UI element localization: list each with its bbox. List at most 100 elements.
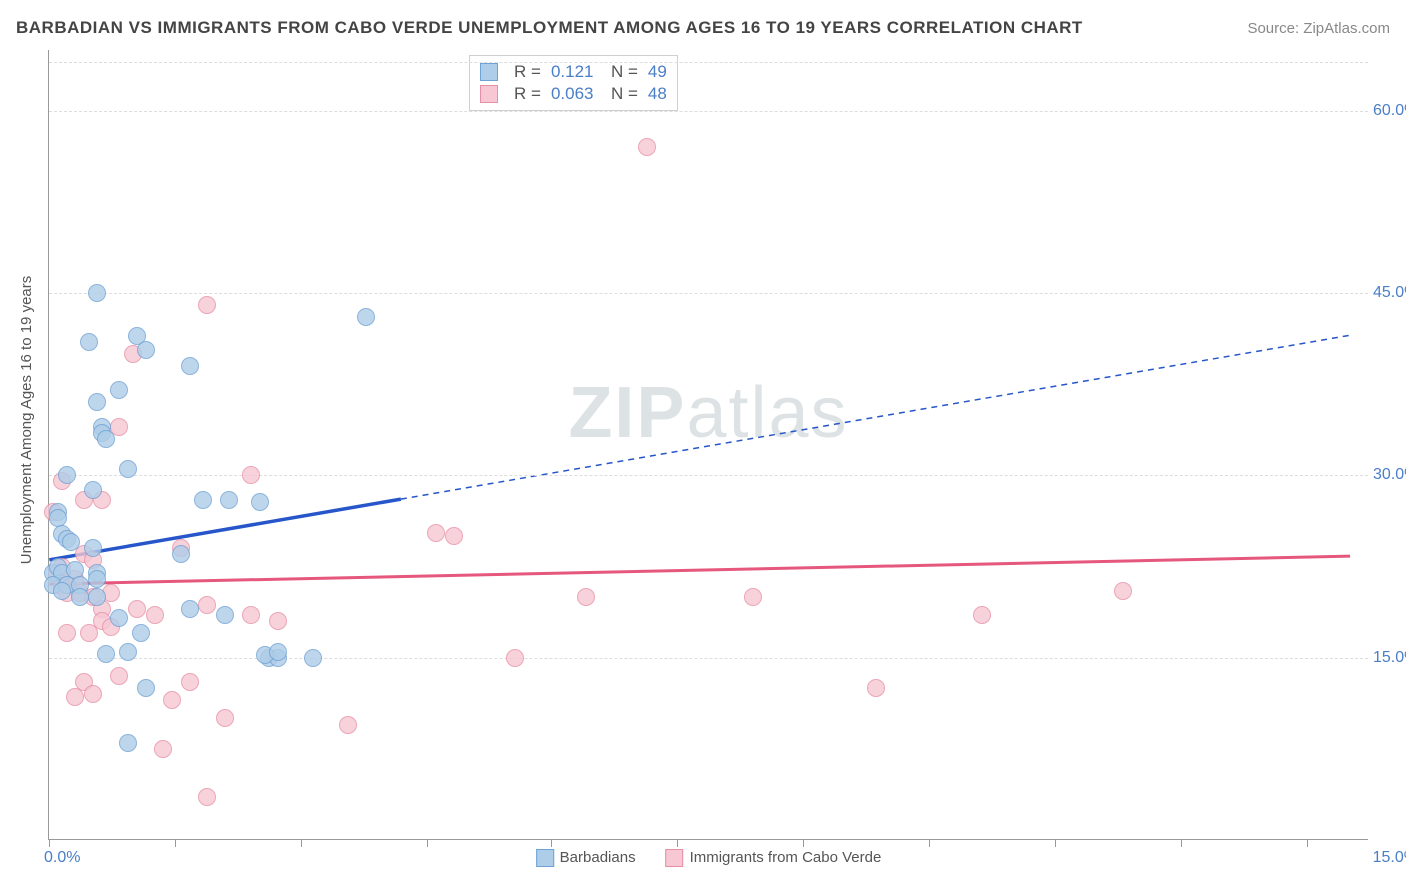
point-barbadians [58,466,76,484]
n-value: 49 [648,62,667,82]
point-cabo-verde [146,606,164,624]
x-tick [301,839,302,847]
point-barbadians [251,493,269,511]
y-axis-label: Unemployment Among Ages 16 to 19 years [18,276,35,565]
point-barbadians [304,649,322,667]
point-barbadians [220,491,238,509]
point-cabo-verde [163,691,181,709]
plot-area: ZIPatlas R =0.121N =49R =0.063N =48 Barb… [48,50,1368,840]
x-tick [929,839,930,847]
point-barbadians [88,588,106,606]
n-value: 48 [648,84,667,104]
y-tick-label: 60.0% [1373,102,1406,120]
n-label: N = [611,62,638,82]
point-barbadians [80,333,98,351]
point-barbadians [137,341,155,359]
x-tick [551,839,552,847]
point-barbadians [181,600,199,618]
point-cabo-verde [506,649,524,667]
point-cabo-verde [339,716,357,734]
point-cabo-verde [427,524,445,542]
point-cabo-verde [638,138,656,156]
point-barbadians [71,588,89,606]
point-barbadians [110,381,128,399]
point-barbadians [88,570,106,588]
legend-swatch-icon [480,85,498,103]
point-cabo-verde [181,673,199,691]
point-barbadians [97,430,115,448]
point-barbadians [97,645,115,663]
point-cabo-verde [867,679,885,697]
legend-swatch-icon [536,849,554,867]
trend-lines [49,50,1368,839]
point-barbadians [119,734,137,752]
y-tick-label: 30.0% [1373,466,1406,484]
point-cabo-verde [66,688,84,706]
x-tick [803,839,804,847]
point-cabo-verde [84,685,102,703]
point-barbadians [172,545,190,563]
point-cabo-verde [1114,582,1132,600]
point-cabo-verde [744,588,762,606]
point-cabo-verde [445,527,463,545]
point-barbadians [137,679,155,697]
legend-item: Barbadians [536,849,636,867]
point-barbadians [181,357,199,375]
point-cabo-verde [58,624,76,642]
point-barbadians [132,624,150,642]
x-tick [1181,839,1182,847]
x-tick [677,839,678,847]
n-label: N = [611,84,638,104]
point-barbadians [62,533,80,551]
r-value: 0.063 [551,84,601,104]
stats-row: R = 0.063 N = 48 [480,84,667,104]
gridline [49,658,1368,659]
point-barbadians [269,643,287,661]
point-barbadians [194,491,212,509]
point-barbadians [216,606,234,624]
y-tick-label: 45.0% [1373,284,1406,302]
point-barbadians [84,481,102,499]
x-tick [175,839,176,847]
r-value: 0.121 [551,62,601,82]
legend-swatch-icon [666,849,684,867]
point-cabo-verde [110,667,128,685]
x-tick [1055,839,1056,847]
point-cabo-verde [269,612,287,630]
chart-title: BARBADIAN VS IMMIGRANTS FROM CABO VERDE … [16,18,1083,38]
legend-swatch-icon [480,63,498,81]
legend-label: Immigrants from Cabo Verde [690,849,882,866]
gridline [49,293,1368,294]
point-cabo-verde [973,606,991,624]
legend-item: Immigrants from Cabo Verde [666,849,882,867]
point-barbadians [119,460,137,478]
correlation-stats-box: R = 0.121 N = 49 R = 0.063 N = 48 [469,55,678,111]
gridline [49,62,1368,63]
point-barbadians [110,609,128,627]
point-cabo-verde [198,296,216,314]
gridline [49,111,1368,112]
point-barbadians [84,539,102,557]
point-cabo-verde [577,588,595,606]
point-barbadians [88,284,106,302]
legend: Barbadians Immigrants from Cabo Verde [536,849,882,867]
chart-source: Source: ZipAtlas.com [1247,20,1390,37]
point-cabo-verde [198,788,216,806]
point-barbadians [88,393,106,411]
legend-label: Barbadians [560,849,636,866]
point-barbadians [357,308,375,326]
point-cabo-verde [216,709,234,727]
x-tick [49,839,50,847]
point-barbadians [119,643,137,661]
point-cabo-verde [80,624,98,642]
x-tick-label: 15.0% [1373,849,1406,867]
x-tick [427,839,428,847]
r-label: R = [514,84,541,104]
point-cabo-verde [242,466,260,484]
point-cabo-verde [242,606,260,624]
y-tick-label: 15.0% [1373,649,1406,667]
r-label: R = [514,62,541,82]
x-tick-label: 0.0% [44,849,80,867]
stats-row: R = 0.121 N = 49 [480,62,667,82]
point-cabo-verde [198,596,216,614]
